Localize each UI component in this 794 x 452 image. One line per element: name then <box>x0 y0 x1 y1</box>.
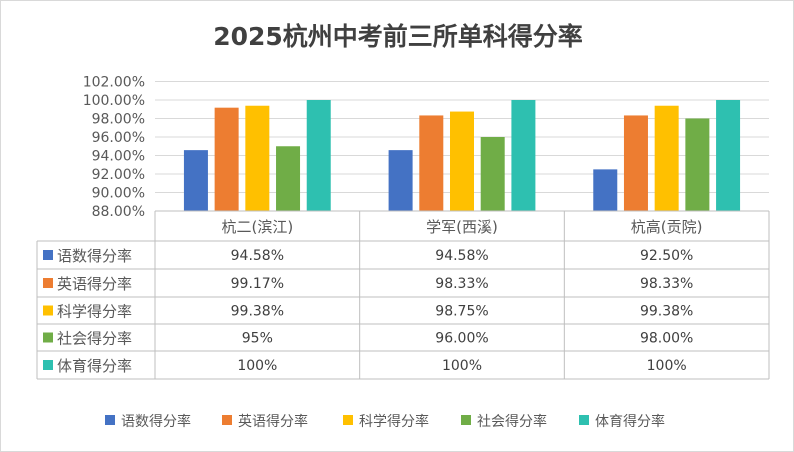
data-label: 100% <box>237 358 277 374</box>
data-label: 94.58% <box>435 248 488 264</box>
data-label: 100% <box>442 358 482 374</box>
data-label: 92.50% <box>640 248 693 264</box>
legend-entry: 科学得分率 <box>359 413 429 430</box>
series-label: 科学得分率 <box>57 303 132 321</box>
category-label: 杭二(滨江) <box>221 218 293 236</box>
category-label: 杭高(贡院) <box>631 218 703 236</box>
y-tick-label: 90.00% <box>92 186 145 202</box>
legend-key <box>43 250 53 260</box>
bar-2-0 <box>245 105 270 211</box>
data-label: 98.33% <box>640 276 693 292</box>
bar-1-0 <box>214 107 239 211</box>
y-tick-label: 88.00% <box>92 204 145 220</box>
legend-key <box>43 360 53 370</box>
category-label: 学军(西溪) <box>426 218 498 236</box>
series-label: 社会得分率 <box>57 330 132 348</box>
legend-swatch <box>343 415 353 425</box>
data-label: 99.17% <box>231 276 284 292</box>
bar-4-2 <box>716 100 741 211</box>
legend-entry: 体育得分率 <box>595 413 665 430</box>
data-label: 95% <box>242 331 273 347</box>
bar-3-2 <box>685 118 710 211</box>
bar-3-0 <box>276 146 301 211</box>
series-label: 语数得分率 <box>57 247 132 265</box>
bar-0-2 <box>593 169 618 211</box>
bar-4-0 <box>306 100 331 211</box>
data-label: 99.38% <box>640 304 693 320</box>
bar-2-2 <box>654 105 679 211</box>
y-tick-label: 100.00% <box>83 93 145 109</box>
y-tick-label: 94.00% <box>92 149 145 165</box>
y-tick-label: 98.00% <box>92 112 145 128</box>
legend-swatch <box>105 415 115 425</box>
bar-3-1 <box>480 137 505 211</box>
data-label: 98.33% <box>435 276 488 292</box>
data-label: 94.58% <box>231 248 284 264</box>
data-label: 98.00% <box>640 331 693 347</box>
data-label: 99.38% <box>231 304 284 320</box>
legend-swatch <box>461 415 471 425</box>
legend-key <box>43 305 53 316</box>
legend-swatch <box>222 415 232 425</box>
y-tick-label: 102.00% <box>83 75 145 91</box>
data-label: 96.00% <box>435 331 488 347</box>
y-tick-label: 92.00% <box>92 167 145 183</box>
series-label: 体育得分率 <box>57 357 132 375</box>
legend-entry: 英语得分率 <box>238 413 308 430</box>
series-label: 英语得分率 <box>57 275 132 293</box>
data-label: 100% <box>647 358 687 374</box>
bar-4-1 <box>511 100 536 211</box>
data-label: 98.75% <box>435 304 488 320</box>
bar-1-2 <box>623 115 648 211</box>
bar-0-1 <box>388 150 413 211</box>
bar-0-0 <box>183 150 208 211</box>
bar-2-1 <box>450 111 474 211</box>
legend-key <box>43 278 53 288</box>
legend-entry: 社会得分率 <box>477 413 547 430</box>
chart-title: 2025杭州中考前三所单科得分率 <box>213 22 583 51</box>
legend-entry: 语数得分率 <box>121 413 191 430</box>
legend-key <box>43 332 53 343</box>
bar-1-1 <box>419 115 444 211</box>
y-tick-label: 96.00% <box>92 130 145 146</box>
legend-swatch <box>579 415 589 425</box>
